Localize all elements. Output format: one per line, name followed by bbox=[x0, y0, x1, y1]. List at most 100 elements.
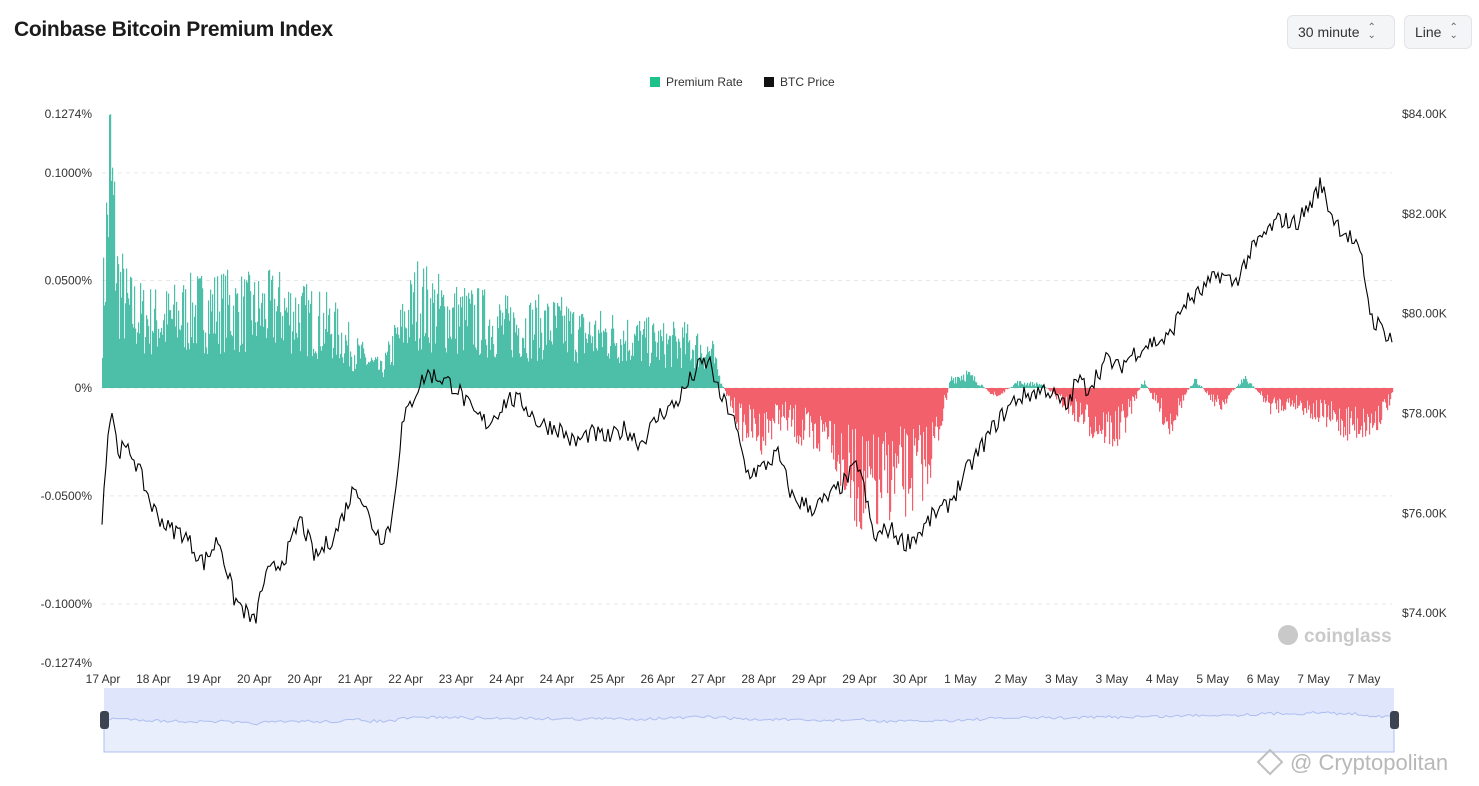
premium-bar bbox=[103, 257, 105, 388]
premium-bar bbox=[793, 388, 795, 409]
premium-bar bbox=[1083, 388, 1085, 424]
premium-bar bbox=[347, 345, 349, 388]
premium-bar bbox=[1248, 384, 1250, 388]
premium-bar bbox=[163, 320, 165, 388]
premium-bar bbox=[858, 388, 860, 488]
premium-bar bbox=[126, 268, 128, 388]
premium-bar bbox=[484, 289, 486, 388]
premium-bar bbox=[934, 388, 936, 439]
premium-bar bbox=[599, 333, 601, 388]
premium-bar bbox=[383, 377, 385, 388]
premium-bar bbox=[608, 353, 610, 388]
premium-bar bbox=[460, 297, 462, 388]
premium-bar bbox=[547, 303, 549, 388]
premium-bar bbox=[358, 344, 360, 388]
premium-bar bbox=[298, 303, 300, 388]
premium-bar bbox=[919, 388, 921, 426]
premium-bar bbox=[1366, 388, 1368, 431]
premium-bar bbox=[236, 294, 238, 388]
premium-bar bbox=[1288, 388, 1290, 403]
premium-bar bbox=[848, 388, 850, 425]
premium-bar bbox=[926, 388, 928, 427]
premium-bar bbox=[670, 336, 672, 388]
premium-bar bbox=[442, 297, 444, 388]
premium-bar bbox=[589, 321, 591, 388]
premium-bar bbox=[553, 301, 555, 388]
premium-bar bbox=[1204, 388, 1206, 391]
premium-bar bbox=[1222, 388, 1224, 401]
premium-bar bbox=[578, 329, 580, 388]
premium-bar bbox=[923, 388, 925, 432]
premium-bar bbox=[506, 308, 508, 388]
premium-bar bbox=[1202, 387, 1204, 388]
premium-bar bbox=[864, 388, 866, 471]
premium-bar bbox=[286, 307, 288, 388]
premium-bar bbox=[1004, 388, 1006, 393]
premium-bar bbox=[1266, 388, 1268, 401]
premium-bar bbox=[956, 383, 958, 388]
premium-bar bbox=[1008, 388, 1010, 389]
premium-bar bbox=[709, 351, 711, 388]
premium-bar bbox=[1278, 388, 1280, 413]
premium-bar bbox=[847, 388, 849, 480]
premium-bar bbox=[1360, 388, 1362, 431]
interval-select[interactable]: 30 minute ⌃ ⌄ bbox=[1287, 15, 1395, 49]
premium-bar bbox=[1338, 388, 1340, 431]
navigator-right-handle[interactable] bbox=[1390, 711, 1399, 729]
premium-bar bbox=[149, 343, 151, 388]
navigator-left-handle[interactable] bbox=[100, 711, 109, 729]
premium-bar bbox=[581, 314, 583, 388]
premium-bar bbox=[1092, 388, 1094, 439]
premium-bar bbox=[736, 388, 738, 424]
premium-bar bbox=[819, 388, 821, 452]
premium-bar bbox=[422, 286, 424, 388]
premium-bar bbox=[841, 388, 843, 434]
premium-bar bbox=[798, 388, 800, 445]
premium-bar bbox=[1074, 388, 1076, 422]
premium-bar bbox=[1352, 388, 1354, 426]
premium-bar bbox=[1347, 388, 1349, 441]
premium-bar bbox=[1165, 388, 1167, 418]
premium-bar bbox=[264, 293, 266, 388]
premium-bar bbox=[541, 332, 543, 388]
premium-bar bbox=[651, 352, 653, 388]
premium-bar bbox=[840, 388, 842, 486]
premium-bar bbox=[1085, 388, 1087, 410]
premium-bar bbox=[1170, 388, 1172, 414]
premium-bar bbox=[577, 362, 579, 388]
premium-bar bbox=[308, 300, 310, 388]
premium-bar bbox=[463, 350, 465, 388]
chevron-updown-icon: ⌃ ⌄ bbox=[1367, 22, 1376, 41]
premium-bar bbox=[1328, 388, 1330, 406]
premium-bar bbox=[386, 355, 388, 388]
premium-bar bbox=[417, 261, 419, 388]
premium-bar bbox=[869, 388, 871, 467]
premium-bar bbox=[856, 388, 858, 527]
premium-bar bbox=[482, 290, 484, 388]
premium-bar bbox=[511, 350, 513, 388]
premium-bar bbox=[1264, 388, 1266, 399]
premium-bar bbox=[551, 341, 553, 388]
premium-bar bbox=[207, 353, 209, 388]
premium-bar bbox=[142, 300, 144, 388]
chart-type-select[interactable]: Line ⌃ ⌄ bbox=[1404, 15, 1472, 49]
premium-bar bbox=[1102, 388, 1104, 430]
premium-bar bbox=[557, 302, 559, 388]
premium-bar bbox=[1386, 388, 1388, 408]
premium-bar bbox=[984, 387, 986, 389]
left-axis-tick: -0.1000% bbox=[41, 597, 93, 611]
premium-bar bbox=[1118, 388, 1120, 407]
premium-bar bbox=[124, 338, 126, 388]
premium-bar bbox=[1137, 388, 1139, 392]
premium-bar bbox=[134, 286, 136, 388]
premium-bar bbox=[949, 382, 951, 388]
right-axis-tick: $82.00K bbox=[1402, 207, 1447, 221]
premium-bar bbox=[780, 388, 782, 431]
premium-bar bbox=[519, 353, 521, 388]
premium-bar bbox=[439, 308, 441, 388]
x-axis-tick: 20 Apr bbox=[237, 672, 272, 686]
x-axis-tick: 21 Apr bbox=[338, 672, 373, 686]
premium-bar bbox=[226, 337, 228, 388]
premium-bar bbox=[790, 388, 792, 405]
premium-bar bbox=[1128, 388, 1130, 399]
